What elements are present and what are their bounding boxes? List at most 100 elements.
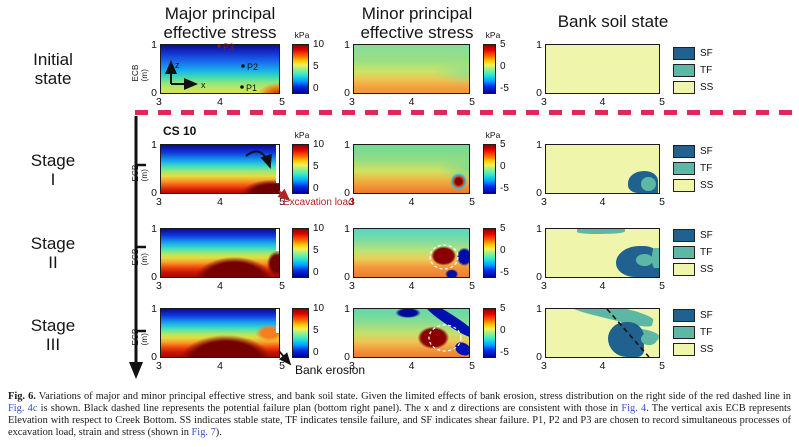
caption-text: is shown. Black dashed line represents t… [37, 403, 622, 415]
caption-text: . The vertical axis ECB represents Eleva… [8, 403, 791, 439]
legend-label-tf: TF [700, 163, 713, 174]
y-tick: 1 [151, 139, 157, 151]
caption-link-fig7[interactable]: Fig. 7 [191, 427, 216, 439]
bank-face-strip [276, 145, 279, 184]
colorbar-gradient [292, 228, 309, 278]
caption-link-fig4[interactable]: Fig. 4 [621, 403, 647, 415]
x-tick: 3 [541, 360, 547, 372]
heatmap-initial-major [160, 44, 280, 94]
y-tick: 0 [151, 187, 157, 199]
colorbar-tick: 10 [313, 139, 325, 150]
y-tick: 0 [151, 87, 157, 99]
tension-spot [453, 339, 469, 357]
x-tick: 4 [408, 280, 415, 292]
y-axis-label: ECB (m) [131, 248, 149, 266]
x-tick: 4 [217, 280, 223, 292]
x-tick: 4 [599, 280, 606, 292]
legend-soil-state: SF TF SS [673, 309, 743, 356]
stage-timeline-arrowhead-icon [129, 362, 143, 379]
y-axis-label: ECB (m) [131, 328, 149, 346]
heatmap-stage3-major [160, 308, 280, 358]
heatmap-stage1-major [160, 144, 280, 194]
x-tick: 5 [469, 96, 475, 108]
legend-label-tf: TF [700, 247, 713, 258]
tf-zone [636, 253, 654, 267]
y-tick: 1 [151, 303, 157, 315]
legend-swatch-sf [673, 47, 695, 60]
x-tick: 5 [659, 196, 665, 208]
panel-stage2-major: ECB (m) 1 0 3 4 5 [131, 223, 285, 292]
x-tick: 5 [279, 96, 285, 108]
x-tick: 5 [279, 360, 285, 372]
x-tick: 5 [279, 196, 285, 208]
y-tick: 0 [151, 351, 157, 363]
colorbar-gradient [292, 144, 309, 194]
panel-stage1-minor: 1 0 3 4 5 [344, 139, 475, 208]
map-initial-bank [545, 44, 660, 94]
cross-section-label: CS 10 [163, 124, 197, 138]
y-tick: 1 [536, 139, 542, 151]
x-tick: 5 [469, 280, 475, 292]
x-tick: 3 [349, 280, 355, 292]
legend-label-ss: SS [700, 264, 714, 275]
x-tick: 3 [349, 360, 355, 372]
colorbar-unit: kPa [294, 130, 310, 140]
y-tick: 1 [344, 139, 350, 151]
heatmap-stage2-major [160, 228, 280, 278]
legend-label-ss: SS [700, 180, 714, 191]
panel-stage1-bank: 1 0 3 4 5 [536, 139, 665, 208]
caption-text: ). [215, 427, 222, 439]
colorbar-gradient [483, 308, 496, 358]
x-tick: 4 [217, 360, 223, 372]
colorbar-tick: 0 [500, 161, 506, 172]
panel-stage2-bank: 1 0 3 4 5 [536, 223, 665, 292]
x-tick: 5 [659, 360, 665, 372]
map-stage3-bank [545, 308, 660, 358]
red-dashed-separator [135, 110, 793, 115]
y-tick: 1 [536, 223, 542, 235]
legend-label-sf: SF [700, 310, 713, 321]
panel-stage3-minor: 1 0 3 4 5 [344, 303, 475, 372]
bank-erosion-label: Bank erosion [295, 363, 366, 377]
colorbar-tick: 5 [313, 325, 319, 336]
colorbar-tick: -5 [500, 267, 509, 278]
x-tick: 4 [599, 360, 606, 372]
legend-label-ss: SS [700, 82, 714, 93]
legend-swatch-tf [673, 246, 695, 259]
caption-text: Variations of major and minor principal … [35, 391, 791, 402]
y-tick: 0 [344, 351, 350, 363]
x-tick: 3 [541, 196, 547, 208]
x-tick: 5 [469, 360, 475, 372]
legend-swatch-ss [673, 179, 695, 192]
colorbar-tick: 5 [313, 161, 319, 172]
legend-label-sf: SF [700, 230, 713, 241]
caption-link-fig4c[interactable]: Fig. 4c [8, 403, 38, 415]
legend-swatch-tf [673, 162, 695, 175]
x-tick: 5 [659, 96, 665, 108]
legend-swatch-tf [673, 64, 695, 77]
legend-soil-state: SF TF SS [673, 145, 743, 192]
y-tick: 1 [344, 303, 350, 315]
colorbar-unit: kPa [294, 30, 310, 40]
sf-zone [608, 322, 645, 357]
legend-soil-state: SF TF SS [673, 229, 743, 276]
legend-swatch-sf [673, 145, 695, 158]
x-tick: 4 [408, 196, 415, 208]
y-tick: 1 [151, 39, 157, 51]
x-tick: 4 [217, 196, 223, 208]
y-tick: 0 [536, 87, 542, 99]
legend-swatch-ss [673, 343, 695, 356]
legend-swatch-sf [673, 309, 695, 322]
colorbar-tick: 10 [313, 303, 325, 314]
colorbar-minor-stage2: 5 0 -5 [483, 223, 509, 278]
y-tick: 1 [344, 223, 350, 235]
header-bank-soil-state: Bank soil state [557, 12, 669, 31]
heatmap-stage2-minor [353, 228, 470, 278]
panel-initial-minor: 1 0 3 4 5 [344, 39, 475, 108]
x-tick: 5 [659, 280, 665, 292]
tension-band [422, 309, 469, 341]
legend-label-sf: SF [700, 146, 713, 157]
legend-label-tf: TF [700, 65, 713, 76]
colorbar-tick: 5 [313, 245, 319, 256]
colorbar-unit: kPa [485, 30, 501, 40]
